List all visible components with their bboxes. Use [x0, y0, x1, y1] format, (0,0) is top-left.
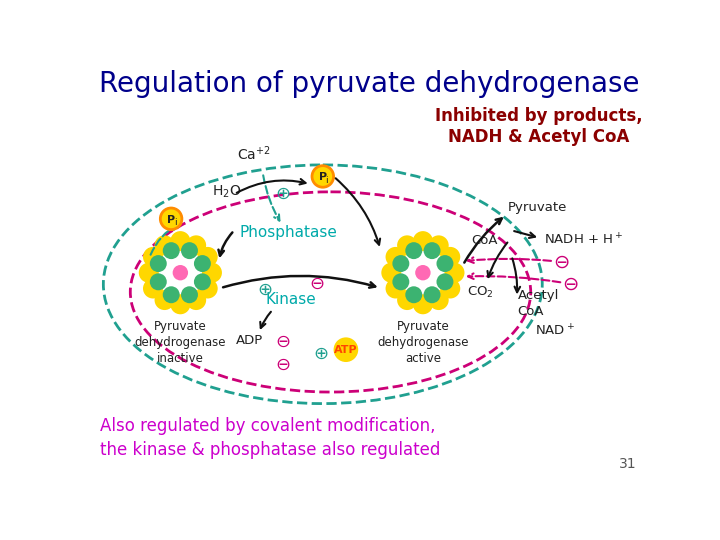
Text: ADP: ADP: [236, 334, 264, 347]
Circle shape: [181, 286, 198, 303]
Text: Phosphatase: Phosphatase: [239, 225, 337, 240]
Circle shape: [436, 255, 454, 272]
Circle shape: [198, 247, 217, 267]
Circle shape: [385, 247, 405, 267]
Circle shape: [161, 208, 182, 230]
Text: P: P: [167, 214, 175, 225]
Circle shape: [171, 294, 190, 314]
Text: Kinase: Kinase: [265, 292, 316, 307]
Circle shape: [440, 279, 460, 299]
Circle shape: [143, 279, 163, 299]
Circle shape: [312, 166, 333, 187]
Text: ATP: ATP: [334, 345, 358, 355]
Text: NADH + H$^+$: NADH + H$^+$: [544, 233, 623, 248]
Circle shape: [194, 273, 211, 291]
Circle shape: [186, 235, 206, 255]
Text: ⊖: ⊖: [562, 275, 579, 294]
Text: ⊕: ⊕: [275, 185, 290, 203]
Text: Pyruvate: Pyruvate: [508, 201, 567, 214]
Text: P: P: [319, 172, 327, 182]
Circle shape: [382, 262, 401, 283]
Circle shape: [143, 247, 163, 267]
Circle shape: [436, 273, 454, 291]
Text: ⊖: ⊖: [275, 356, 290, 374]
Circle shape: [440, 247, 460, 267]
Circle shape: [405, 286, 422, 303]
Text: Inhibited by products,
NADH & Acetyl CoA: Inhibited by products, NADH & Acetyl CoA: [435, 107, 642, 146]
Circle shape: [423, 242, 441, 259]
Circle shape: [150, 255, 167, 272]
Circle shape: [181, 242, 198, 259]
Circle shape: [155, 290, 174, 310]
Circle shape: [423, 286, 441, 303]
Circle shape: [397, 290, 417, 310]
Circle shape: [413, 294, 433, 314]
Text: Pyruvate
dehydrogenase
active: Pyruvate dehydrogenase active: [377, 320, 469, 366]
Circle shape: [428, 290, 449, 310]
Circle shape: [171, 231, 190, 251]
Circle shape: [428, 235, 449, 255]
Text: NAD$^+$: NAD$^+$: [534, 323, 575, 338]
Circle shape: [392, 273, 409, 291]
Circle shape: [194, 255, 211, 272]
Text: Regulation of pyruvate dehydrogenase: Regulation of pyruvate dehydrogenase: [99, 70, 639, 98]
Text: ⊖: ⊖: [275, 333, 290, 351]
Text: Acetyl
CoA: Acetyl CoA: [518, 289, 559, 318]
Circle shape: [150, 273, 167, 291]
Circle shape: [397, 235, 417, 255]
Text: Ca$^{+2}$: Ca$^{+2}$: [237, 144, 270, 163]
Circle shape: [155, 235, 174, 255]
Text: i: i: [325, 176, 328, 185]
Circle shape: [444, 262, 464, 283]
Text: Also regulated by covalent modification,
the kinase & phosphatase also regulated: Also regulated by covalent modification,…: [99, 417, 440, 459]
Circle shape: [173, 265, 188, 280]
Text: i: i: [174, 218, 176, 227]
Circle shape: [163, 286, 180, 303]
Text: CoA: CoA: [472, 234, 498, 247]
Circle shape: [202, 262, 222, 283]
Text: ⊖: ⊖: [309, 275, 324, 293]
Text: 31: 31: [619, 457, 637, 471]
Circle shape: [186, 290, 206, 310]
Circle shape: [139, 262, 159, 283]
Text: CO$_2$: CO$_2$: [467, 285, 494, 300]
Circle shape: [163, 242, 180, 259]
Text: ⊕: ⊕: [258, 281, 273, 299]
Text: ⊖: ⊖: [553, 252, 570, 272]
Text: Pyruvate
dehydrogenase
inactive: Pyruvate dehydrogenase inactive: [135, 320, 226, 366]
Circle shape: [392, 255, 409, 272]
Circle shape: [333, 338, 359, 362]
Circle shape: [413, 231, 433, 251]
Text: ⊕: ⊕: [314, 345, 329, 362]
Circle shape: [415, 265, 431, 280]
Circle shape: [405, 242, 422, 259]
Text: H$_2$O: H$_2$O: [212, 184, 241, 200]
Circle shape: [198, 279, 217, 299]
Circle shape: [385, 279, 405, 299]
